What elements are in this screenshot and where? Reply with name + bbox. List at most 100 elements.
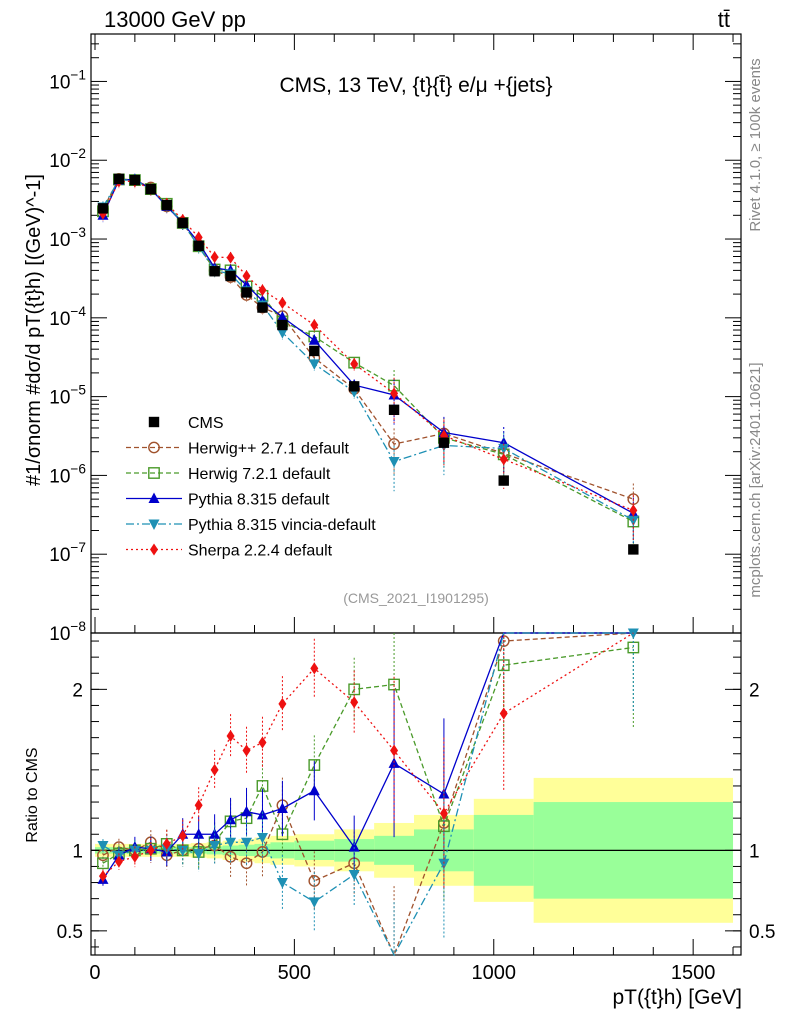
ratio-panel: 0.5 0.5 1 1 2 2 0 500 1000 1500 Ratio to CMS pT(… (24, 628, 775, 1009)
ratio-point (390, 744, 399, 757)
data-point (226, 251, 235, 264)
ratio-x-tick-label: 0 (89, 962, 100, 984)
ratio-point (350, 696, 359, 709)
data-point (210, 251, 219, 264)
ratio-point (194, 799, 203, 812)
ratio-point (276, 802, 288, 813)
data-point (257, 302, 268, 313)
y-tick-label: 10−7 (49, 540, 86, 566)
data-point (242, 269, 251, 282)
legend-entry: CMS (148, 415, 224, 432)
data-point (308, 334, 320, 345)
data-point (310, 319, 319, 332)
ratio-point (114, 855, 123, 868)
ratio-point (242, 744, 251, 757)
ratio-point (241, 805, 253, 817)
data-point (498, 475, 509, 486)
x-axis-title: pT({t}h) [GeV] (612, 986, 742, 1009)
ratio-frame (90, 632, 742, 956)
ratio-point (439, 807, 448, 820)
mcplots-label: mcplots.cern.ch [arXiv:2401.10621] (747, 362, 764, 597)
ratio-point (210, 763, 219, 776)
legend-label: Herwig++ 2.7.1 default (188, 441, 350, 458)
legend-marker (148, 519, 160, 530)
legend-label: Pythia 8.315 vincia-default (188, 517, 376, 534)
ratio-y-axis: 0.5 0.5 1 1 2 2 (57, 640, 775, 948)
ratio-series-layer (97, 628, 640, 957)
ratio-y-tick-label-right: 0.5 (749, 922, 775, 943)
svg-text:#1/σnorm #dσ/d pT({t}h) [(GeV): #1/σnorm #dσ/d pT({t}h) [(GeV)^-1] (23, 174, 45, 486)
ratio-point (225, 837, 237, 849)
data-point (278, 296, 287, 309)
process-label: tt̄ (718, 7, 730, 32)
ratio-point (130, 850, 139, 863)
data-point (97, 203, 109, 214)
ratio-point (499, 707, 508, 720)
y-tick-label: 10−1 (49, 67, 86, 93)
legend-label: CMS (188, 415, 224, 432)
ratio-point (256, 808, 268, 820)
ratio-point (308, 784, 320, 796)
svg-text:Ratio to CMS: Ratio to CMS (24, 747, 41, 842)
main-series-layer (97, 172, 640, 555)
main-y-axis-title: #1/σnorm #dσ/d pT({t}h) [(GeV)^-1] (23, 174, 45, 486)
legend-label: Herwig 7.2.1 default (188, 466, 331, 483)
legend-entry: Pythia 8.315 default (126, 492, 330, 509)
main-frame (90, 33, 742, 634)
ratio-x-tick-label: 1500 (671, 962, 716, 984)
y-tick-label: 10−6 (49, 461, 86, 487)
ratio-point (209, 841, 221, 852)
ratio-point (193, 849, 205, 860)
data-point (499, 453, 508, 466)
legend: CMS Herwig++ 2.7.1 default Herwig 7.2.1 de… (126, 415, 376, 560)
data-point (225, 270, 236, 282)
data-point (628, 544, 639, 555)
ratio-y-axis-title: Ratio to CMS (24, 747, 41, 842)
ratio-point (310, 662, 319, 675)
data-point (276, 311, 288, 322)
data-point (145, 183, 157, 195)
data-point (309, 345, 320, 357)
data-point (241, 287, 252, 298)
y-tick-label: 10−3 (49, 225, 86, 251)
legend-label: Sherpa 2.2.4 default (188, 543, 333, 560)
legend-marker (148, 441, 160, 454)
main-y-axis: 10−1 10−2 10−3 10−4 10−5 10−6 10−7 10−8 (49, 33, 741, 645)
y-tick-label: 10−4 (49, 304, 86, 330)
ratio-point (98, 870, 107, 883)
y-tick-label: 10−5 (49, 383, 86, 409)
ratio-point (97, 857, 109, 870)
ratio-point (241, 837, 253, 849)
ratio-point (178, 829, 187, 842)
legend-marker (148, 467, 160, 479)
data-point (388, 457, 400, 468)
data-point (348, 381, 360, 392)
legend-marker (148, 492, 160, 503)
legend-entry: Herwig 7.2.1 default (126, 466, 331, 483)
ratio-point (225, 813, 237, 825)
ratio-y-tick-label-right: 1 (749, 841, 760, 862)
energy-label: 13000 GeV pp (104, 7, 246, 32)
data-point (276, 328, 288, 339)
ratio-x-tick-label: 500 (278, 962, 311, 984)
ratio-point (438, 858, 450, 870)
data-point (177, 217, 188, 229)
analysis-id: (CMS_2021_I1901295) (343, 590, 489, 606)
ratio-point (348, 870, 360, 881)
legend-label: Pythia 8.315 default (188, 492, 330, 509)
data-point (258, 284, 267, 297)
ratio-y-tick-label: 0.5 (57, 922, 83, 943)
series-cms (97, 173, 639, 555)
legend-entry: Herwig++ 2.7.1 default (126, 441, 350, 458)
main-title: CMS, 13 TeV, {t}{t̄} e/μ +{jets} (279, 74, 552, 97)
data-point (390, 387, 399, 400)
rivet-version-label: Rivet 4.1.0, ≥ 100k events (747, 58, 764, 231)
series-line (102, 179, 634, 521)
ratio-line (102, 632, 634, 877)
ratio-point (240, 857, 253, 870)
ratio-point (177, 845, 189, 857)
main-x-ticks (94, 34, 734, 633)
legend-marker (148, 416, 160, 428)
ratio-series-sherpa-2-2-4-default (98, 632, 634, 889)
